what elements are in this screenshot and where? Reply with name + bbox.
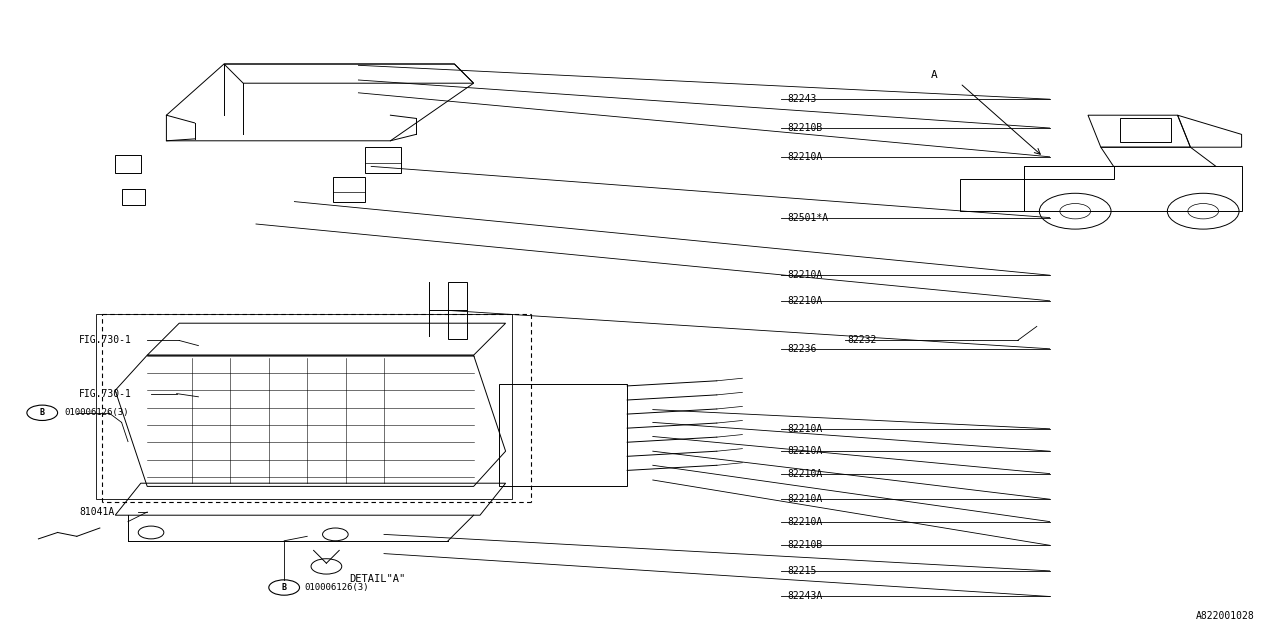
Text: FIG.730-1: FIG.730-1	[79, 388, 132, 399]
Text: 82232: 82232	[847, 335, 877, 346]
Text: 82210A: 82210A	[787, 152, 823, 162]
Text: 010006126(3): 010006126(3)	[64, 408, 128, 417]
Text: FIG.730-1: FIG.730-1	[79, 335, 132, 346]
Text: 82210A: 82210A	[787, 494, 823, 504]
Text: 82210B: 82210B	[787, 123, 823, 133]
Bar	[122, 189, 145, 205]
Text: 82210A: 82210A	[787, 468, 823, 479]
Text: 82210A: 82210A	[787, 446, 823, 456]
Bar	[365, 147, 401, 173]
Text: 81041A: 81041A	[79, 507, 115, 517]
Text: 82210A: 82210A	[787, 296, 823, 306]
Text: 82210A: 82210A	[787, 424, 823, 434]
Text: A822001028: A822001028	[1196, 611, 1254, 621]
Bar	[333, 177, 365, 202]
Text: 82236: 82236	[787, 344, 817, 354]
Text: 82243: 82243	[787, 94, 817, 104]
Text: 82243A: 82243A	[787, 591, 823, 602]
Text: B: B	[40, 408, 45, 417]
Text: 82210B: 82210B	[787, 540, 823, 550]
Text: 010006126(3): 010006126(3)	[305, 583, 369, 592]
Bar	[115, 155, 141, 173]
Text: 82501*A: 82501*A	[787, 212, 828, 223]
Bar	[96, 314, 512, 499]
Text: 82210A: 82210A	[787, 270, 823, 280]
Text: A: A	[931, 70, 938, 80]
Text: 82210A: 82210A	[787, 516, 823, 527]
Text: 82215: 82215	[787, 566, 817, 576]
Text: DETAIL"A": DETAIL"A"	[349, 574, 406, 584]
Text: B: B	[282, 583, 287, 592]
